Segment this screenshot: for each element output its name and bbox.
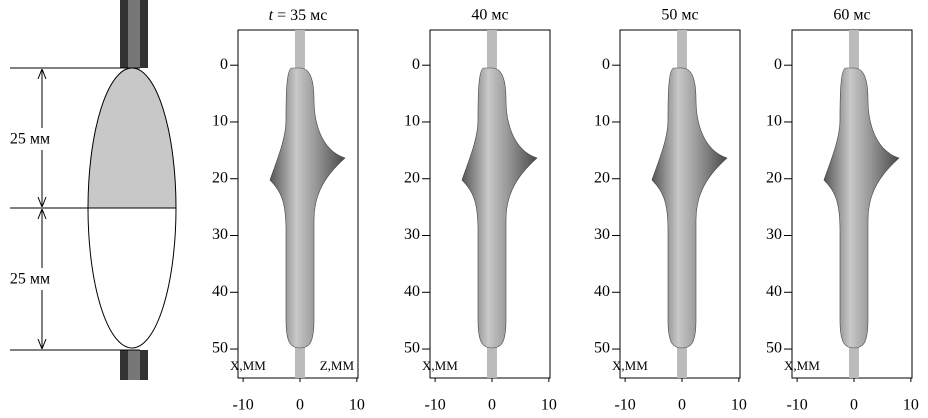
x-tick-label: 10 [349,397,365,414]
y-tick-label: 20 [594,169,610,186]
title-text: = 35 мс [277,7,327,24]
y-tick-label: 10 [404,113,420,130]
schematic: 25 мм 25 мм [4,0,176,380]
y-tick-label: 0 [220,56,228,73]
x-tick-label: -10 [614,397,635,414]
y-tick-label: 50 [594,340,610,357]
dimension-label: 25 мм [10,131,50,148]
y-tick-label: 50 [404,340,420,357]
y-tick-label: 10 [212,113,228,130]
x-tick-label: 0 [488,397,496,414]
x-tick-label: 10 [731,397,747,414]
panel-title: 50 мс [661,7,698,24]
x-tick-label: -10 [232,397,253,414]
x-tick-label: 10 [541,397,557,414]
y-tick-label: 50 [766,340,782,357]
y-tick-label: 30 [594,226,610,243]
x-axis-label: X,ММ [230,358,266,373]
y-tick-label: 40 [212,283,228,300]
y-tick-label: 40 [404,283,420,300]
panel: 0 10 20 30 40 50 -10 0 10 X,ММ 60 мс [766,7,919,414]
y-tick-label: 0 [774,56,782,73]
y-tick-label: 40 [594,283,610,300]
y-tick-label: 10 [594,113,610,130]
title-variable: t [269,7,274,24]
x-tick-label: 0 [850,397,858,414]
y-tick-label: 20 [766,169,782,186]
x-tick-label: -10 [424,397,445,414]
panel-title: 40 мс [471,7,508,24]
x-axis-label: X,ММ [784,358,820,373]
x-tick-label: -10 [786,397,807,414]
panel: 0 10 20 30 40 50 -10 0 10 X,ММ Z,ММ t= 35 мс [212,7,365,414]
y-tick-label: 50 [212,340,228,357]
y-tick-label: 40 [766,283,782,300]
figure: 25 мм 25 мм 0 10 20 30 40 50 -10 0 10 X,ММ Z,ММ t= … [0,0,928,418]
panel: 0 10 20 30 40 50 -10 0 10 X,ММ 40 мс [404,7,557,414]
panel: 0 10 20 30 40 50 -10 0 10 X,ММ 50 мс [594,7,747,414]
x-axis-label: X,ММ [612,358,648,373]
y-tick-label: 30 [212,226,228,243]
y-tick-label: 30 [766,226,782,243]
y-tick-label: 30 [404,226,420,243]
panel-title: 60 мс [833,7,870,24]
dimension-label: 25 мм [10,271,50,288]
x-tick-label: 0 [296,397,304,414]
x-tick-label: 10 [903,397,919,414]
x-tick-label: 0 [678,397,686,414]
y-tick-label: 10 [766,113,782,130]
y-tick-label: 0 [412,56,420,73]
x-axis-label: X,ММ [422,358,458,373]
y-tick-label: 20 [404,169,420,186]
y-tick-label: 20 [212,169,228,186]
panel-title: t= 35 мс [269,7,328,24]
y-tick-label: 0 [602,56,610,73]
z-axis-label: Z,ММ [320,358,355,373]
